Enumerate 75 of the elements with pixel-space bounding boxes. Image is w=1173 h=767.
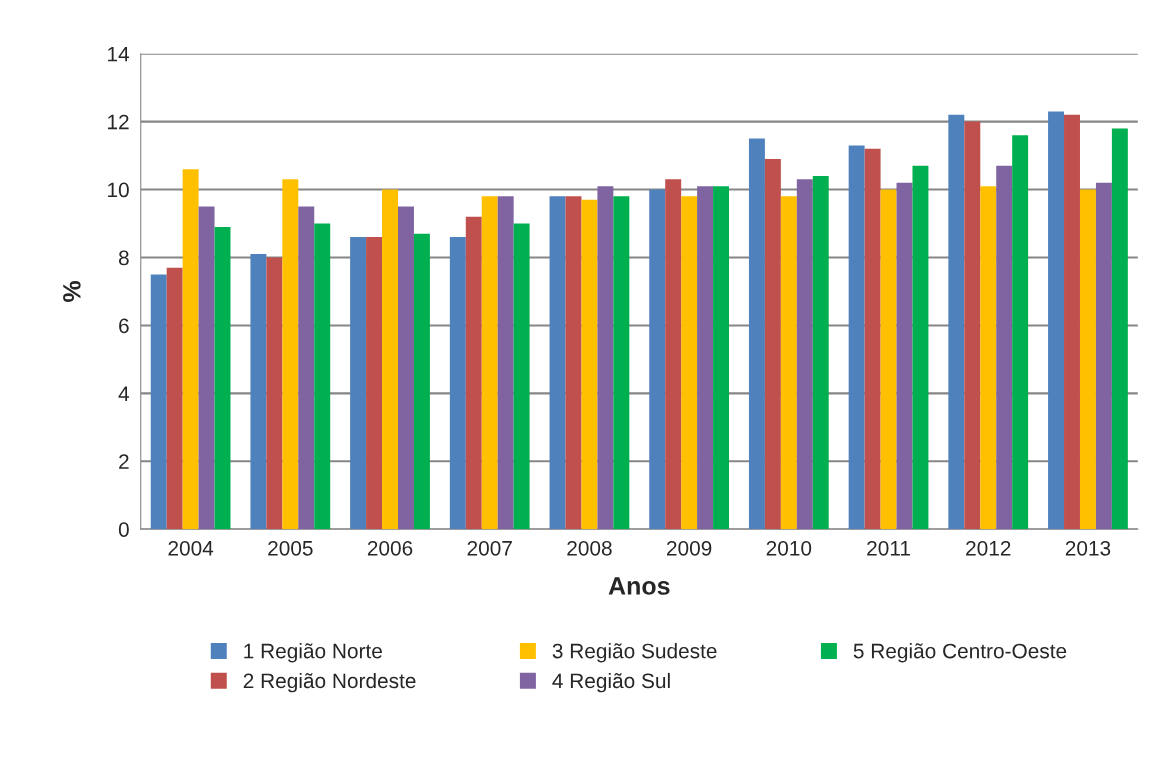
y-tick-label: 6 <box>119 318 129 334</box>
x-tick-label: 2008 <box>567 540 612 556</box>
x-tick-label: 2010 <box>766 540 812 556</box>
bar <box>250 254 267 530</box>
bar <box>912 165 929 530</box>
y-tick-label: 12 <box>108 114 129 130</box>
bar <box>266 257 283 530</box>
bar <box>864 148 881 530</box>
y-axis-title: % <box>63 281 81 302</box>
bar <box>366 237 383 530</box>
bar <box>565 196 582 530</box>
bar <box>880 189 897 530</box>
legend-label: 4 Região Sul <box>552 672 670 693</box>
bar <box>166 267 183 530</box>
bar <box>1064 114 1080 530</box>
bar <box>549 196 566 530</box>
bar <box>449 237 466 530</box>
bar <box>613 196 630 530</box>
bar <box>713 186 730 530</box>
bar <box>413 233 430 530</box>
legend-label: 1 Região Norte <box>244 643 382 663</box>
bar <box>350 237 367 530</box>
x-axis-title: Anos <box>608 577 670 595</box>
bar <box>497 196 514 530</box>
x-tick-label: 2006 <box>367 540 413 556</box>
x-tick-label: 2012 <box>966 540 1011 556</box>
bar <box>481 196 498 530</box>
legend-label: 2 Região Nordeste <box>243 672 416 693</box>
y-tick-label: 2 <box>119 454 129 469</box>
y-tick-label: 14 <box>108 46 130 62</box>
x-tick-label: 2013 <box>1065 540 1111 556</box>
y-tick-label: 0 <box>118 522 129 537</box>
x-tick-label: 2004 <box>168 540 214 556</box>
bar <box>1079 189 1096 530</box>
bar <box>513 223 530 530</box>
bar <box>182 169 199 530</box>
x-tick-label: 2007 <box>467 540 512 556</box>
bar <box>964 121 981 530</box>
bar <box>150 274 167 530</box>
x-tick-label: 2005 <box>268 540 313 556</box>
bar <box>848 145 865 530</box>
bar <box>1012 135 1029 530</box>
bar <box>1111 128 1128 530</box>
bar <box>681 196 698 530</box>
bar <box>896 182 913 530</box>
bar <box>398 206 414 530</box>
bar <box>1095 182 1112 530</box>
bar <box>948 114 965 530</box>
legend-label: 3 Região Sudeste <box>552 643 717 663</box>
bar <box>465 216 482 530</box>
bar <box>996 165 1013 530</box>
y-tick-label: 10 <box>108 182 129 198</box>
y-tick-label: 8 <box>118 250 129 266</box>
bar <box>214 226 231 530</box>
y-tick-label: 4 <box>118 386 130 401</box>
bar <box>649 189 666 530</box>
bar <box>282 179 299 530</box>
x-tick-label: 2011 <box>867 540 910 556</box>
bar <box>748 138 765 530</box>
bar <box>980 186 997 530</box>
bar <box>697 186 714 530</box>
x-tick-label: 2009 <box>667 540 712 556</box>
bar <box>298 206 315 530</box>
bar <box>382 189 398 530</box>
bar <box>314 223 331 530</box>
bar <box>1048 111 1065 530</box>
bar <box>198 206 215 530</box>
bar <box>581 199 598 530</box>
bar <box>764 158 781 530</box>
bar <box>780 196 797 530</box>
bar <box>597 186 614 530</box>
bar <box>665 179 682 530</box>
bar <box>796 179 813 530</box>
bar <box>812 175 829 530</box>
legend-label: 5 Região Centro-Oeste <box>853 643 1067 663</box>
